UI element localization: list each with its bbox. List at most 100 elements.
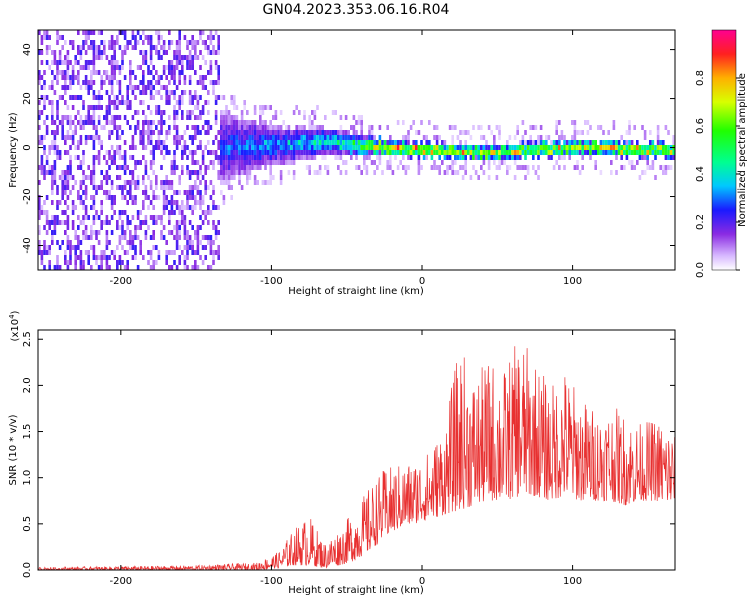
heatmap-cell xyxy=(178,70,181,75)
heatmap-cell xyxy=(402,135,405,140)
heatmap-cell xyxy=(199,225,202,230)
heatmap-cell xyxy=(209,160,213,165)
heatmap-cell xyxy=(79,95,83,100)
heatmap-cell xyxy=(246,120,249,125)
heatmap-cell xyxy=(311,130,314,135)
heatmap-cell xyxy=(160,95,163,100)
heatmap-cell xyxy=(181,135,184,140)
heatmap-cell xyxy=(38,110,41,115)
heatmap-cell xyxy=(79,165,83,170)
heatmap-cell xyxy=(123,30,127,35)
heatmap-cell xyxy=(77,110,80,115)
heatmap-cell xyxy=(113,115,116,120)
heatmap-cell xyxy=(534,125,538,130)
heatmap-cell xyxy=(144,90,148,95)
heatmap-cell xyxy=(51,85,54,90)
heatmap-cell xyxy=(243,120,246,125)
heatmap-cell xyxy=(321,130,324,135)
heatmap-cell xyxy=(108,240,111,245)
heatmap-cell xyxy=(207,45,210,50)
heatmap-cell xyxy=(194,105,197,110)
heatmap-cell xyxy=(77,120,80,125)
heatmap-cell xyxy=(53,160,57,165)
heatmap-cell xyxy=(269,155,272,160)
heatmap-cell xyxy=(521,165,525,170)
heatmap-cell xyxy=(500,160,504,165)
heatmap-cell xyxy=(139,130,142,135)
heatmap-cell xyxy=(131,35,135,40)
heatmap-cell xyxy=(207,150,210,155)
heatmap-cell xyxy=(51,70,54,75)
heatmap-cell xyxy=(116,185,119,190)
heatmap-cell xyxy=(422,145,426,150)
heatmap-cell xyxy=(186,240,189,245)
heatmap-cell xyxy=(295,135,298,140)
heatmap-cell xyxy=(144,50,148,55)
heatmap-cell xyxy=(126,85,129,90)
heatmap-cell xyxy=(160,85,163,90)
heatmap-cell xyxy=(313,150,317,155)
heatmap-cell xyxy=(48,165,51,170)
heatmap-cell xyxy=(607,145,610,150)
heatmap-cell xyxy=(269,140,272,145)
heatmap-cell xyxy=(651,150,655,155)
heatmap-cell xyxy=(415,140,418,145)
heatmap-cell xyxy=(498,145,501,150)
heatmap-cell xyxy=(181,205,184,210)
heatmap-cell xyxy=(290,145,293,150)
heatmap-cell xyxy=(58,70,62,75)
heatmap-cell xyxy=(181,250,184,255)
heatmap-cell xyxy=(438,170,441,175)
heatmap-cell xyxy=(188,95,192,100)
heatmap-cell xyxy=(532,145,535,150)
heatmap-cell xyxy=(118,240,122,245)
heatmap-cell xyxy=(227,180,231,185)
heatmap-cell xyxy=(204,180,207,185)
heatmap-cell xyxy=(253,110,257,115)
heatmap-cell xyxy=(285,160,288,165)
heatmap-cell xyxy=(643,155,647,160)
heatmap-cell xyxy=(134,245,137,250)
heatmap-cell xyxy=(204,185,207,190)
heatmap-cell xyxy=(100,80,103,85)
heatmap-cell xyxy=(321,135,324,140)
heatmap-cell xyxy=(51,165,54,170)
heatmap-cell xyxy=(51,50,54,55)
heatmap-cell xyxy=(40,155,44,160)
heatmap-cell xyxy=(420,150,423,155)
heatmap-cell xyxy=(287,145,291,150)
heatmap-cell xyxy=(469,150,473,155)
heatmap-cell xyxy=(243,165,246,170)
heatmap-cell xyxy=(516,155,519,160)
heatmap-cell xyxy=(324,130,327,135)
heatmap-cell xyxy=(108,60,111,65)
heatmap-cell xyxy=(264,145,267,150)
heatmap-cell xyxy=(71,120,75,125)
heatmap-cell xyxy=(448,150,452,155)
heatmap-cell xyxy=(321,125,324,130)
heatmap-cell xyxy=(664,155,668,160)
heatmap-cell xyxy=(157,35,161,40)
heatmap-cell xyxy=(573,125,577,130)
heatmap-cell xyxy=(430,150,434,155)
heatmap-cell xyxy=(438,135,441,140)
heatmap-cell xyxy=(220,120,223,125)
heatmap-cell xyxy=(428,120,431,125)
heatmap-cell xyxy=(519,145,522,150)
heatmap-cell xyxy=(656,150,660,155)
heatmap-cell xyxy=(170,40,174,45)
heatmap-cell xyxy=(545,140,548,145)
heatmap-cell xyxy=(152,45,155,50)
heatmap-cell xyxy=(256,145,259,150)
heatmap-cell xyxy=(649,165,652,170)
heatmap-cell xyxy=(95,185,98,190)
heatmap-cell xyxy=(394,150,397,155)
heatmap-cell xyxy=(313,115,317,120)
heatmap-cell xyxy=(599,125,603,130)
heatmap-cell xyxy=(537,140,540,145)
heatmap-cell xyxy=(84,80,88,85)
heatmap-cell xyxy=(82,125,85,130)
heatmap-cell xyxy=(456,170,460,175)
heatmap-cell xyxy=(547,150,551,155)
heatmap-cell xyxy=(511,155,514,160)
